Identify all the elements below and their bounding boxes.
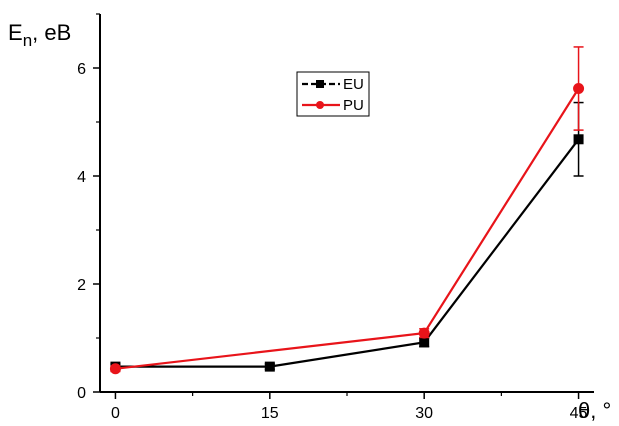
data-point-pu [573,83,585,95]
legend-marker-eu [316,80,324,88]
x-tick-label: 30 [415,405,433,422]
series-line-eu [115,138,580,368]
legend-marker-pu [316,101,324,109]
legend-label-pu: PU [343,97,364,114]
series-line-pu [115,87,580,370]
y-axis-title-main: E [8,20,23,45]
y-tick-label: 0 [77,385,86,402]
x-tick-label: 0 [111,405,120,422]
y-tick-label: 6 [77,61,86,78]
series-layer [109,46,585,375]
legend: EU PU [296,71,370,117]
y-axis-title-sub: n [23,31,32,50]
ticks [93,13,580,399]
series-eu [110,101,584,372]
data-point-pu [418,327,430,339]
y-axis-title: En, eB [8,20,71,50]
y-tick-label: 4 [77,169,86,186]
x-tick-label: 45 [570,405,588,422]
data-point-pu [109,363,121,375]
data-point-eu [419,337,430,348]
x-tick-label: 15 [261,405,279,422]
y-tick-label: 2 [77,277,86,294]
x-axis-title: θ, ° [578,398,611,423]
legend-label-eu: EU [343,76,364,93]
data-point-eu [264,361,275,372]
series-pu [109,46,585,375]
axes [99,14,594,393]
data-point-eu [573,134,584,145]
y-axis-title-tail: , eB [32,20,71,45]
legend-box [296,71,370,117]
tick-labels: 0 15 30 45 0 2 4 6 [77,61,587,422]
